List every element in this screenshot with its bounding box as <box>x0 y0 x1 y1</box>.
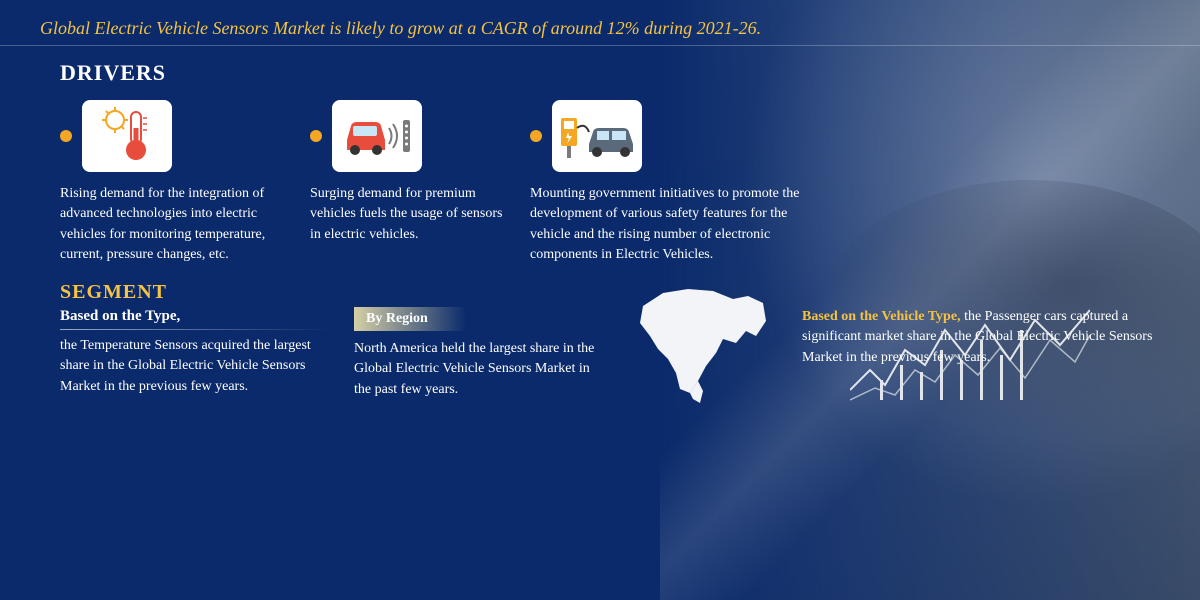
segment-vehicle-body: Based on the Vehicle Type, the Passenger… <box>802 307 1172 368</box>
segment-vehicle-heading: Based on the Vehicle Type, <box>802 309 961 324</box>
north-america-map-icon <box>628 281 778 411</box>
drivers-row: Rising demand for the integration of adv… <box>0 100 1200 265</box>
driver-card-2: Surging demand for premium vehicles fuel… <box>310 100 510 265</box>
thermometer-icon <box>82 100 172 172</box>
driver-3-text: Mounting government initiatives to promo… <box>530 184 820 265</box>
driver-card-3: Mounting government initiatives to promo… <box>530 100 820 265</box>
divider <box>60 329 330 330</box>
segment-section-title: SEGMENT <box>60 281 330 304</box>
driver-2-text: Surging demand for premium vehicles fuel… <box>310 184 510 245</box>
header: Global Electric Vehicle Sensors Market i… <box>0 0 1200 46</box>
driver-card-1: Rising demand for the integration of adv… <box>60 100 290 265</box>
segment-type-heading: Based on the Type, <box>60 308 330 325</box>
segment-type-body: the Temperature Sensors acquired the lar… <box>60 336 330 397</box>
headline-text: Global Electric Vehicle Sensors Market i… <box>40 18 1160 39</box>
driver-1-text: Rising demand for the integration of adv… <box>60 184 290 265</box>
car-sensor-icon <box>332 100 422 172</box>
segment-row: SEGMENT Based on the Type, the Temperatu… <box>0 265 1200 411</box>
segment-region-body: North America held the largest share in … <box>354 339 604 400</box>
segment-region-heading: By Region <box>354 307 466 331</box>
segment-by-region: By Region North America held the largest… <box>354 281 604 411</box>
segment-by-type: SEGMENT Based on the Type, the Temperatu… <box>60 281 330 411</box>
segment-by-vehicle: Based on the Vehicle Type, the Passenger… <box>802 281 1172 411</box>
ev-charging-icon <box>552 100 642 172</box>
drivers-section-title: DRIVERS <box>60 60 1200 86</box>
bullet-icon <box>530 130 542 142</box>
bullet-icon <box>60 130 72 142</box>
bullet-icon <box>310 130 322 142</box>
